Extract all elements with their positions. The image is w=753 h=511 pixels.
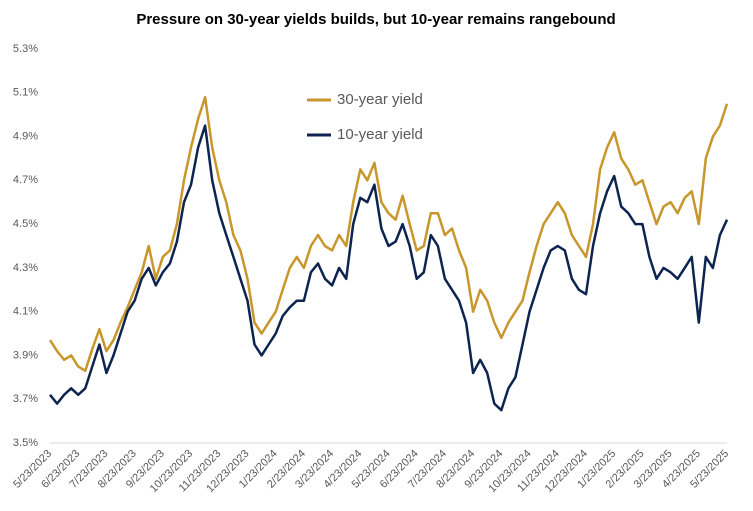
y-tick-label: 4.1% — [13, 306, 38, 318]
y-tick-label: 4.7% — [13, 174, 38, 186]
y-tick-label: 5.3% — [13, 43, 38, 55]
y-tick-label: 3.5% — [13, 437, 38, 449]
legend-label: 10-year yield — [337, 126, 423, 143]
y-tick-label: 4.3% — [13, 262, 38, 274]
y-tick-label: 4.9% — [13, 130, 38, 142]
series-line — [49, 124, 729, 412]
y-tick-label: 5.1% — [13, 87, 38, 99]
chart-title: Pressure on 30-year yields builds, but 1… — [136, 11, 615, 28]
y-tick-label: 3.9% — [13, 349, 38, 361]
y-tick-label: 3.7% — [13, 393, 38, 405]
series-line — [48, 95, 729, 373]
legend-label: 30-year yield — [337, 91, 423, 108]
y-tick-label: 4.5% — [13, 218, 38, 230]
